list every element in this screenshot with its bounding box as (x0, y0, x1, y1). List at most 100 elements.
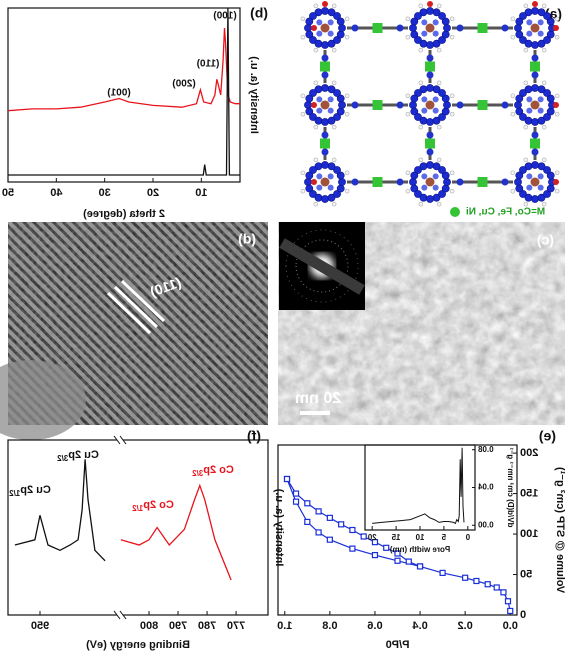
h-atom (510, 188, 516, 194)
ring-atom (519, 89, 527, 97)
ring-atom (441, 17, 450, 26)
fe-center (320, 177, 330, 187)
n-atom (537, 30, 544, 37)
fe-center (425, 23, 435, 33)
linker-atom (351, 101, 359, 109)
linker-atom (426, 131, 434, 139)
data-point (439, 569, 446, 577)
n-atom (432, 30, 439, 37)
fe-center (320, 23, 330, 33)
x-axis-label: Binding energy (eV) (86, 639, 190, 651)
ring-atom (531, 7, 539, 15)
ring-atom (524, 8, 533, 17)
fe-center (530, 177, 540, 187)
ring-atom (336, 30, 345, 39)
panel-label: (f) (247, 428, 261, 444)
ring-atom (514, 178, 522, 186)
ring-atom (443, 178, 451, 186)
data-point (473, 577, 480, 585)
ring-atom (426, 195, 434, 203)
data-point (462, 574, 469, 581)
o-atom (322, 1, 328, 7)
ring-atom (537, 39, 546, 48)
h-atom (331, 201, 337, 207)
axis-break (113, 610, 121, 620)
axis-break (119, 435, 127, 445)
n-atom (421, 30, 428, 37)
ring-atom (309, 36, 317, 44)
ring-atom (438, 190, 446, 198)
data-point (383, 544, 390, 551)
ring-atom (519, 166, 527, 174)
ring-atom (546, 17, 555, 26)
h-atom (554, 93, 560, 99)
ring-atom (546, 171, 555, 180)
h-atom (418, 124, 424, 130)
ring-atom (338, 178, 346, 186)
n-atom (316, 96, 323, 103)
data-point (416, 563, 424, 570)
ring-atom (531, 161, 539, 169)
ring-atom (410, 94, 419, 103)
fringe-marker (113, 285, 159, 329)
n-atom (327, 184, 334, 191)
h-atom (510, 170, 516, 176)
legend-marker (450, 207, 460, 217)
h-atom (523, 3, 529, 9)
ring-atom (524, 39, 533, 48)
ring-atom (327, 39, 336, 48)
n-atom (526, 30, 533, 37)
h-atom (300, 34, 306, 40)
x-tick-label: 20 (367, 533, 376, 542)
ring-atom (338, 101, 346, 109)
ring-atom (514, 101, 522, 109)
y-tick-label: 0 (520, 609, 526, 621)
x-tick-label: 0.8 (322, 620, 337, 632)
ring-atom (305, 184, 314, 193)
hrtem-panel: (110) (d) (0, 222, 268, 440)
h-atom (418, 80, 424, 86)
x-tick-label: 1.0 (277, 620, 292, 632)
y-tick-label: 150 (520, 487, 538, 499)
ring-atom (519, 12, 527, 20)
n-atom (526, 184, 533, 191)
h-atom (436, 3, 442, 9)
h-atom (300, 188, 306, 194)
ring-atom (441, 171, 450, 180)
h-atom (313, 47, 319, 53)
h-atom (344, 34, 350, 40)
h-atom (510, 34, 516, 40)
y-axis-label: dV/d(D) cm³ nm⁻¹ g⁻¹ (506, 447, 515, 527)
n-atom (432, 107, 439, 114)
ring-atom (409, 178, 417, 186)
n-atom (421, 173, 428, 180)
ring-atom (309, 166, 317, 174)
n-atom (526, 173, 533, 180)
ring-atom (543, 12, 551, 20)
peak-label: (200) (172, 79, 195, 90)
ring-atom (309, 113, 317, 121)
h-atom (541, 201, 547, 207)
peak-label: Cu 2p1/2 (9, 484, 51, 498)
h-atom (554, 170, 560, 176)
ring-atom (432, 39, 441, 48)
y-tick-label: 50 (520, 568, 532, 580)
series-line (14, 459, 106, 562)
plot-frame (7, 439, 269, 616)
h-atom (554, 111, 560, 117)
peak-label: Co 2p3/2 (192, 464, 234, 478)
x-tick-label: 50 (2, 187, 14, 199)
ring-atom (304, 101, 312, 109)
h-atom (300, 16, 306, 22)
x-tick-label: 800 (140, 620, 158, 632)
data-point (394, 557, 401, 564)
linker-atom (501, 178, 509, 186)
h-atom (344, 16, 350, 22)
linker-atom (396, 24, 404, 32)
ring-atom (515, 171, 524, 180)
data-point (507, 607, 514, 615)
n-atom (327, 19, 334, 26)
ring-atom (543, 89, 551, 97)
ring-atom (438, 36, 446, 44)
ring-atom (432, 116, 441, 125)
